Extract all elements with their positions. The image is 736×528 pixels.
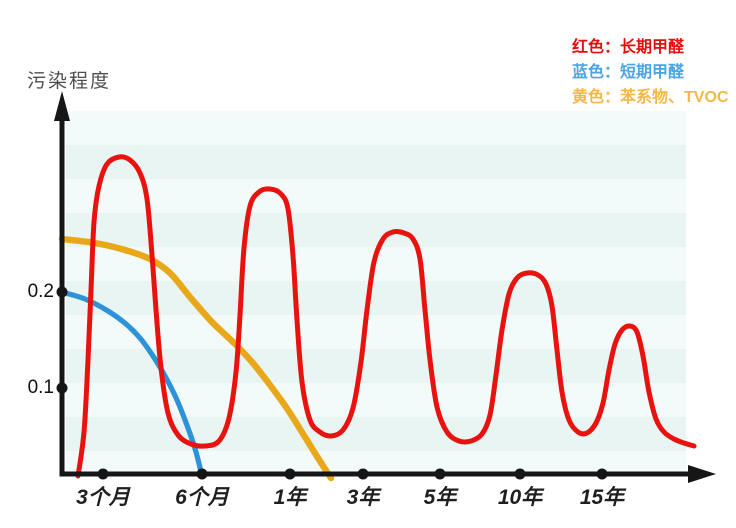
x-tick-label: 1年: [273, 486, 307, 509]
y-tick-label: 0.1: [27, 377, 54, 398]
plot-stripe: [66, 383, 686, 417]
x-tick-dot: [434, 468, 446, 480]
legend-item-short-term-formaldehyde: 蓝色：短期甲醛: [572, 64, 685, 81]
x-tick-dot: [196, 468, 208, 480]
y-axis-arrow-icon: [54, 91, 70, 121]
plot-stripe: [66, 145, 686, 179]
x-tick-label: 15年: [579, 486, 625, 509]
x-tick-label: 6个月: [175, 486, 229, 509]
x-tick-label: 10年: [497, 486, 543, 509]
y-tick-dot: [56, 286, 68, 298]
y-tick-label: 0.2: [27, 281, 54, 302]
plot-stripe: [66, 213, 686, 247]
curve-长期甲醛: [75, 154, 697, 479]
axis-lines: [59, 118, 690, 477]
x-tick-dot: [357, 468, 369, 480]
plot-stripe: [66, 417, 686, 451]
legend: 红色：长期甲醛 蓝色：短期甲醛 黄色：苯系物、TVOC: [572, 35, 728, 110]
x-tick-label: 5年: [423, 486, 457, 509]
plot-stripe: [66, 349, 686, 383]
x-tick-dot: [284, 468, 296, 480]
legend-item-long-term-formaldehyde: 红色：长期甲醛: [572, 39, 685, 56]
x-tick-dot: [514, 468, 526, 480]
plot-stripe: [66, 281, 686, 315]
x-tick-dot: [97, 468, 109, 480]
y-tick-dot: [56, 382, 68, 394]
x-tick-label: 3个月: [76, 486, 130, 509]
plot-stripe: [66, 451, 686, 474]
curve-苯系物、TVOC: [58, 235, 335, 482]
x-tick-label: 3年: [346, 486, 380, 509]
plot-stripe: [66, 111, 686, 145]
plot-stripe: [66, 179, 686, 213]
x-tick-dot: [596, 468, 608, 480]
plot-stripe: [66, 315, 686, 349]
y-axis-title: 污染程度: [27, 71, 112, 92]
x-axis-arrow-icon: [688, 465, 716, 483]
legend-item-benzene-tvoc: 黄色：苯系物、TVOC: [572, 89, 729, 106]
curve-短期甲醛: [59, 289, 205, 479]
